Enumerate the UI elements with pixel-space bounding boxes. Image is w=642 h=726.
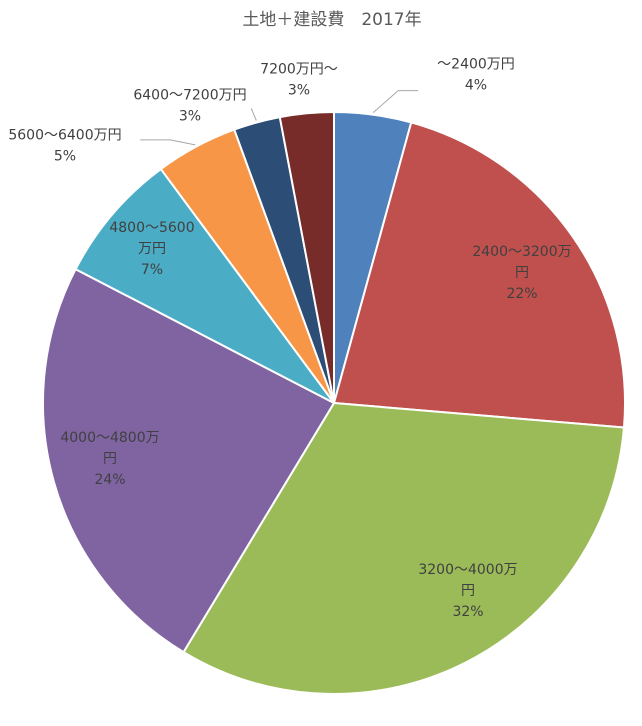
slice-percent-4: 24% xyxy=(94,472,125,488)
slice-label-2-line-2: 円 xyxy=(515,265,529,281)
chart-title: 土地＋建設費 2017年 xyxy=(242,10,421,30)
slice-label-5-line-2: 万円 xyxy=(138,241,166,257)
slice-label-4-line-1: 4000～4800万 xyxy=(60,430,159,446)
leader-line-1 xyxy=(372,90,419,113)
slice-label-6-line-1: 5600～6400万円 xyxy=(8,128,121,144)
slice-label-4-line-2: 円 xyxy=(103,451,117,467)
pie-slice-5 xyxy=(74,167,335,404)
slice-label-3-line-1: 3200～4000万 xyxy=(418,562,517,578)
leader-line-6 xyxy=(140,139,196,146)
pie-slices xyxy=(42,110,626,695)
pie-slice-2 xyxy=(332,121,626,429)
pie-slice-8 xyxy=(278,110,335,404)
slice-percent-2: 22% xyxy=(506,286,537,302)
slice-labels: ～2400万円4%2400～3200万円22%3200～4000万円32%400… xyxy=(8,57,571,621)
slice-percent-8: 3% xyxy=(288,83,310,99)
slice-label-7-line-1: 6400～7200万円 xyxy=(133,88,246,104)
leader-lines xyxy=(140,90,419,146)
pie-slice-4 xyxy=(42,267,336,654)
slice-percent-7: 3% xyxy=(179,109,201,125)
slice-percent-6: 5% xyxy=(54,149,76,165)
slice-percent-5: 7% xyxy=(141,262,163,278)
slice-label-3-line-2: 円 xyxy=(461,583,475,599)
leader-line-7 xyxy=(250,108,257,121)
slice-label-5-line-1: 4800～5600 xyxy=(109,220,194,236)
slice-label-1-line-1: ～2400万円 xyxy=(437,57,515,73)
slice-percent-3: 32% xyxy=(452,604,483,620)
pie-slice-3 xyxy=(182,401,626,695)
slice-label-8-line-1: 7200万円～ xyxy=(260,62,338,78)
slice-label-2-line-1: 2400～3200万 xyxy=(472,244,571,260)
slice-percent-1: 4% xyxy=(465,78,487,94)
